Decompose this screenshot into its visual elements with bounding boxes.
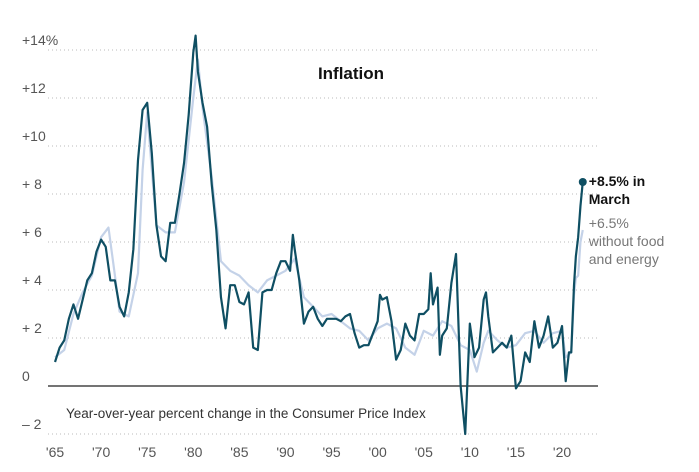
- y-tick-label: +14%: [22, 32, 58, 48]
- y-tick-label: + 4: [22, 272, 42, 288]
- x-tick-label: '70: [92, 444, 110, 460]
- x-tick-label: '00: [369, 444, 387, 460]
- x-tick-label: '90: [276, 444, 294, 460]
- x-tick-label: '15: [507, 444, 525, 460]
- series-annotation: and energy: [589, 251, 659, 267]
- x-tick-label: '85: [230, 444, 248, 460]
- y-tick-label: 0: [22, 368, 30, 384]
- x-tick-label: '05: [415, 444, 433, 460]
- x-tick-label: '80: [184, 444, 202, 460]
- y-tick-label: +12: [22, 80, 46, 96]
- y-tick-label: +10: [22, 128, 46, 144]
- x-tick-label: '10: [461, 444, 479, 460]
- series-annotation: March: [589, 191, 630, 207]
- x-tick-label: '65: [46, 444, 64, 460]
- series-line: [53, 34, 584, 436]
- chart-title: Inflation: [318, 64, 384, 83]
- y-tick-label: + 8: [22, 176, 42, 192]
- x-tick-label: '20: [553, 444, 571, 460]
- x-tick-label: '95: [322, 444, 340, 460]
- x-tick-label: '75: [138, 444, 156, 460]
- series-annotation: without food: [588, 233, 665, 249]
- series-annotation: +8.5% in: [589, 173, 645, 189]
- y-tick-label: + 2: [22, 320, 42, 336]
- series-annotation: +6.5%: [589, 215, 629, 231]
- y-tick-label: – 2: [22, 416, 42, 432]
- end-dot: [578, 178, 587, 186]
- chart-subtitle: Year-over-year percent change in the Con…: [66, 406, 426, 421]
- series-line: [54, 58, 584, 373]
- y-tick-label: + 6: [22, 224, 42, 240]
